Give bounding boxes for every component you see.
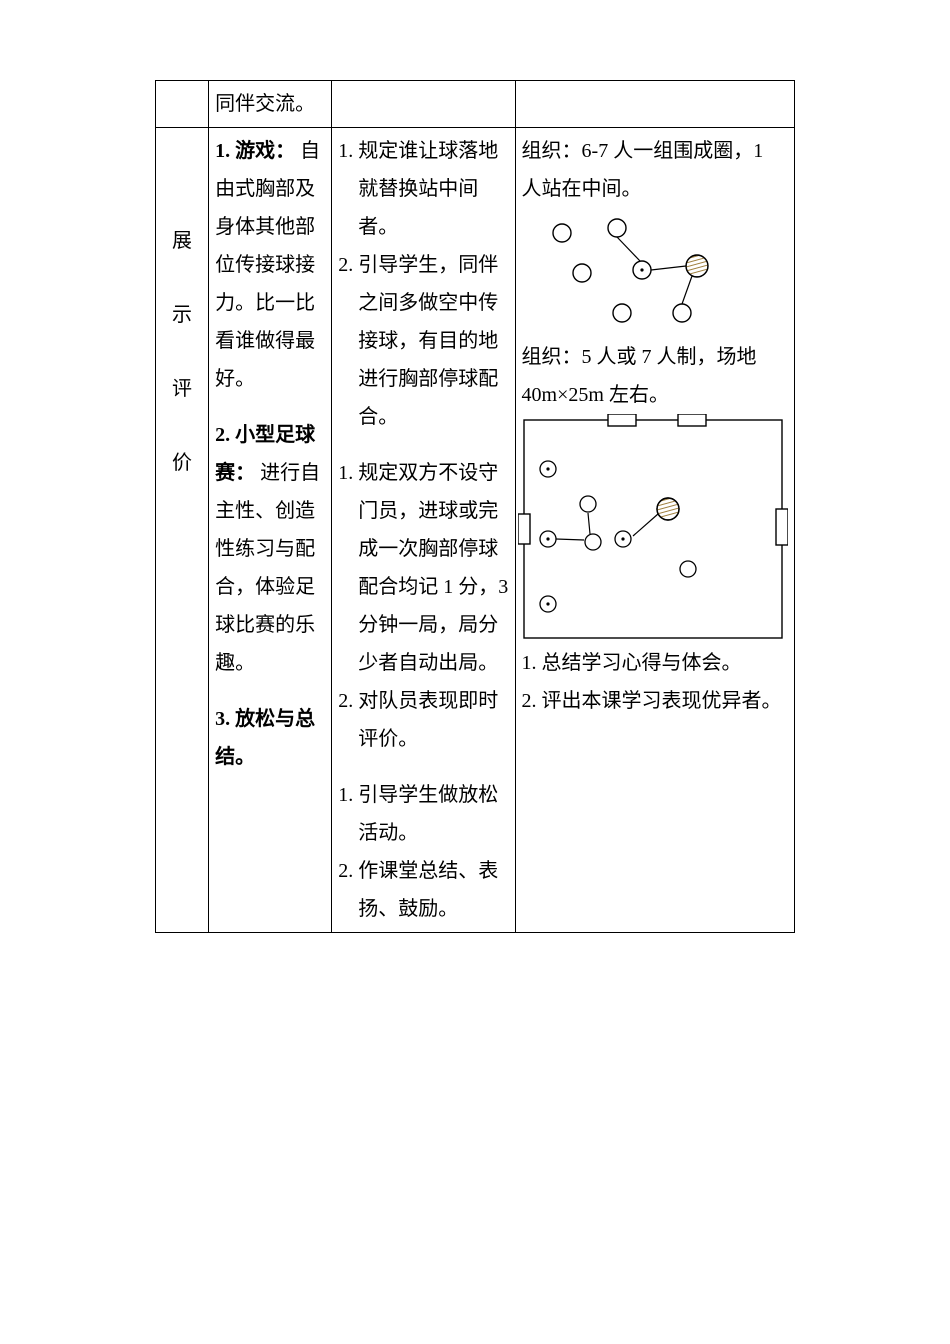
circle-formation-diagram [522, 208, 742, 328]
cell-r1c1 [156, 81, 209, 128]
guidance-3: 1. 规定双方不设守门员，进球或完成一次胸部停球配合均记 1 分，3 分钟一局，… [338, 462, 508, 674]
cell-organization: 组织：6-7 人一组围成圈，1 人站在中间。 组织：5 人或 7 人制，场地 4… [515, 128, 794, 933]
cell-activities: 1. 游戏： 自由式胸部及身体其他部位传接球接力。比一比看谁做得最好。 2. 小… [209, 128, 332, 933]
lesson-plan-table: 同伴交流。 展 示 评 价 1. 游戏： 自由式胸部及身体其他部位传接球接力。比… [155, 80, 795, 933]
activity-2-body: 进行自主性、创造性练习与配合，体验足球比赛的乐趣。 [215, 462, 320, 674]
guidance-item: 2. 对队员表现即时评价。 [338, 682, 508, 758]
guidance-item: 2. 作课堂总结、表扬、鼓励。 [338, 852, 508, 928]
guidance-2: 2. 引导学生，同伴之间多做空中传接球，有目的地进行胸部停球配合。 [338, 254, 498, 428]
activity-1: 1. 游戏： 自由式胸部及身体其他部位传接球接力。比一比看谁做得最好。 [215, 132, 325, 398]
phase-char: 展 [172, 222, 192, 260]
guidance-5: 1. 引导学生做放松活动。 [338, 784, 498, 844]
guidance-item: 1. 规定双方不设守门员，进球或完成一次胸部停球配合均记 1 分，3 分钟一局，… [338, 454, 508, 682]
guidance-item: 1. 引导学生做放松活动。 [338, 776, 508, 852]
page: 同伴交流。 展 示 评 价 1. 游戏： 自由式胸部及身体其他部位传接球接力。比… [0, 0, 950, 933]
org-text-2: 组织：5 人或 7 人制，场地 40m×25m 左右。 [522, 338, 788, 414]
guidance-item: 1. 规定谁让球落地就替换站中间者。 [338, 132, 508, 246]
spacer [522, 328, 788, 338]
mini-football-field-diagram [518, 414, 788, 644]
guidance-4: 2. 对队员表现即时评价。 [338, 690, 498, 750]
activity-3-title: 3. 放松与总结。 [215, 708, 315, 768]
guidance-6: 2. 作课堂总结、表扬、鼓励。 [338, 860, 498, 920]
phase-char: 示 [172, 296, 192, 334]
cell-r1c2: 同伴交流。 [209, 81, 332, 128]
activity-3: 3. 放松与总结。 [215, 700, 325, 776]
guidance-item: 2. 引导学生，同伴之间多做空中传接球，有目的地进行胸部停球配合。 [338, 246, 508, 436]
table-row: 展 示 评 价 1. 游戏： 自由式胸部及身体其他部位传接球接力。比一比看谁做得… [156, 128, 795, 933]
cell-phase-label: 展 示 评 价 [156, 128, 209, 933]
spacer [338, 436, 508, 454]
guidance-1: 1. 规定谁让球落地就替换站中间者。 [338, 140, 498, 238]
cell-teacher-guidance: 1. 规定谁让球落地就替换站中间者。 2. 引导学生，同伴之间多做空中传接球，有… [332, 128, 515, 933]
table-row: 同伴交流。 [156, 81, 795, 128]
phase-char: 价 [172, 444, 192, 482]
spacer [215, 682, 325, 700]
summary-item: 2. 评出本课学习表现优异者。 [522, 682, 788, 720]
org-text-1: 组织：6-7 人一组围成圈，1 人站在中间。 [522, 132, 788, 208]
cell-r1c4 [515, 81, 794, 128]
phase-char: 评 [172, 370, 192, 408]
spacer [338, 758, 508, 776]
spacer [215, 398, 325, 416]
activity-1-title: 1. 游戏： [215, 140, 295, 162]
cell-r1c3 [332, 81, 515, 128]
activity-2: 2. 小型足球赛： 进行自主性、创造性练习与配合，体验足球比赛的乐趣。 [215, 416, 325, 682]
summary-item: 1. 总结学习心得与体会。 [522, 644, 788, 682]
activity-1-body: 自由式胸部及身体其他部位传接球接力。比一比看谁做得最好。 [215, 140, 320, 390]
prev-text: 同伴交流。 [215, 93, 315, 115]
phase-vertical-text: 展 示 评 价 [162, 132, 202, 572]
